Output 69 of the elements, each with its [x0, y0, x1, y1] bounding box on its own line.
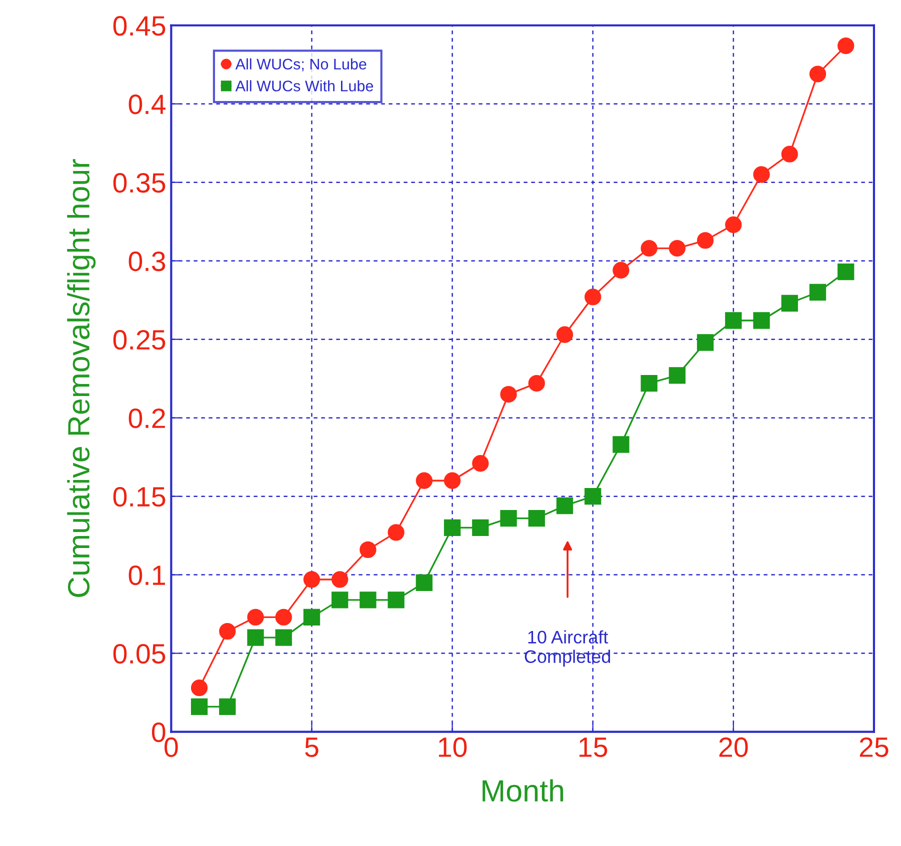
point [584, 488, 602, 505]
point [781, 146, 798, 162]
point [332, 592, 348, 608]
point [640, 240, 658, 257]
y-tick-label: 0.2 [128, 408, 165, 428]
point [809, 66, 826, 82]
point [612, 436, 630, 453]
y-tick-label: 0.1 [128, 565, 165, 586]
point [247, 608, 264, 626]
point [472, 455, 489, 472]
y-tick-label: 0.4 [128, 94, 166, 114]
point [444, 472, 461, 489]
x-tick-label: 0 [164, 737, 178, 758]
x-axis-title: Month [482, 779, 564, 802]
point [668, 367, 686, 384]
point [247, 629, 264, 646]
x-tick-label: 15 [580, 738, 608, 758]
point [528, 510, 545, 527]
point [360, 541, 376, 558]
point [696, 232, 714, 249]
point [753, 166, 770, 183]
point [838, 37, 854, 54]
y-tick-label: 0 [152, 722, 166, 742]
point [500, 510, 517, 527]
point [303, 571, 320, 588]
point [190, 698, 208, 716]
y-tick-label: 0.25 [113, 330, 166, 350]
point [190, 680, 208, 696]
point [219, 698, 236, 716]
point [838, 264, 854, 280]
point [528, 374, 545, 392]
point [388, 524, 404, 541]
point [809, 284, 826, 301]
point [640, 374, 658, 392]
y-tick-label: 0.35 [113, 173, 166, 193]
point [584, 288, 602, 306]
point [668, 240, 686, 257]
y-tick-label: 0.3 [128, 252, 166, 272]
point [275, 629, 292, 646]
x-tick-label: 10 [438, 737, 467, 758]
point [360, 592, 376, 608]
point [500, 386, 517, 403]
point [219, 622, 236, 640]
point [556, 326, 574, 343]
y-axis-title: Cumulative Removals/flight hour [67, 159, 96, 597]
point [725, 312, 742, 329]
point [416, 472, 433, 489]
y-tick-label: 0.15 [113, 486, 166, 507]
y-tick-label: 0.45 [113, 16, 166, 36]
x-tick-label: 5 [305, 738, 318, 758]
legend-label: All WUCs With Lube [235, 80, 374, 92]
annotation: 10 Aircraft Completed [524, 630, 610, 667]
point [725, 216, 742, 234]
point [303, 608, 320, 626]
y-tick-label: 0.05 [113, 644, 166, 664]
point [556, 497, 574, 514]
point [416, 574, 433, 591]
point [332, 571, 348, 588]
x-tick-label: 25 [860, 737, 888, 758]
point [444, 519, 461, 536]
point [472, 519, 489, 536]
point [781, 294, 798, 312]
point [753, 312, 770, 329]
point [696, 334, 714, 351]
x-tick-label: 20 [719, 737, 748, 758]
point [275, 608, 292, 626]
point [388, 592, 404, 608]
point [612, 262, 630, 279]
legend-label: All WUCs; No Lube [235, 58, 366, 72]
